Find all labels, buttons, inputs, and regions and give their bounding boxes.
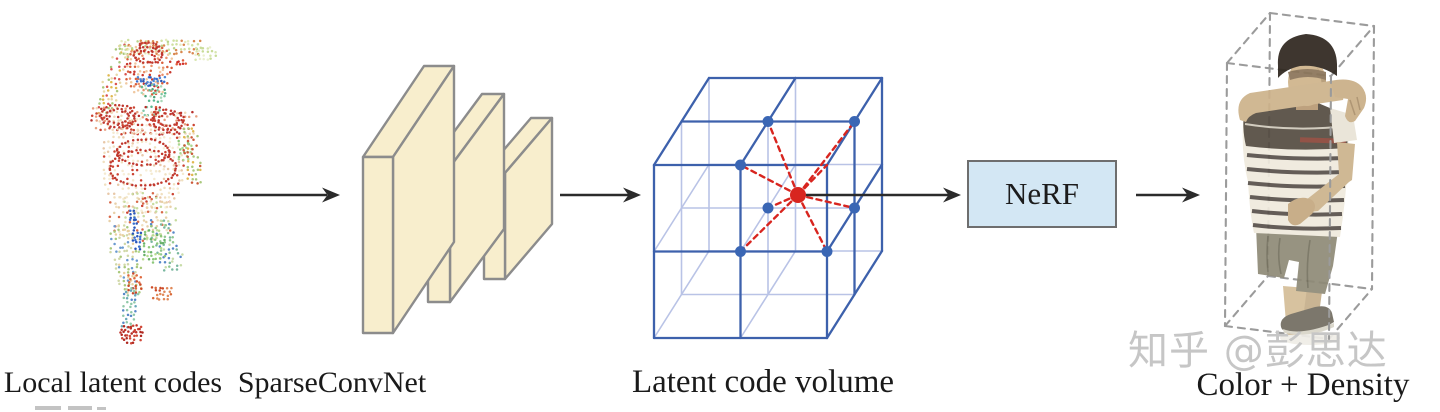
label-latent-code-volume: Latent code volume [631, 364, 895, 400]
label-sparseconvnet: SparseConvNet [237, 366, 427, 399]
interpolation-rays [739, 120, 856, 253]
arrow-1 [233, 187, 340, 203]
person-shadow [1280, 331, 1340, 345]
arrow-3 [798, 187, 961, 203]
conv-slab-1 [361, 64, 456, 335]
person-raised-arm [1238, 80, 1346, 122]
label-local-latent-codes: Local latent codes [3, 366, 223, 399]
person-raised-hand [1330, 79, 1367, 123]
label-color-density: Color + Density [1196, 367, 1410, 403]
person-left-arm [1302, 142, 1355, 213]
nerf-label: NeRF [1004, 176, 1080, 211]
sparseconvnet-layers [361, 64, 554, 335]
arrow-2 [560, 187, 641, 203]
watermark: 知乎 @彭思达 [1128, 328, 1388, 374]
bounding-box-front-edge [1327, 74, 1333, 341]
person-shoe [1280, 306, 1334, 334]
person-left-hand [1288, 197, 1315, 226]
person-shorts [1256, 226, 1338, 294]
person-shoe-sole [1283, 323, 1334, 335]
cropped-text-remnant [35, 406, 61, 410]
query-point [790, 187, 806, 203]
lattice-dots [735, 116, 860, 257]
arrow-4 [1136, 187, 1200, 203]
person-hair [1277, 34, 1337, 78]
flow-arrows [233, 187, 1200, 203]
cropped-text-remnant [68, 406, 92, 410]
person-brow-shadow [1288, 69, 1326, 80]
point-cloud-human [90, 38, 218, 345]
cropped-text-remnant [97, 407, 106, 410]
nerf-box: NeRF [967, 160, 1117, 228]
person-shirt-yoke [1243, 99, 1348, 150]
rendered-person [1238, 34, 1367, 345]
